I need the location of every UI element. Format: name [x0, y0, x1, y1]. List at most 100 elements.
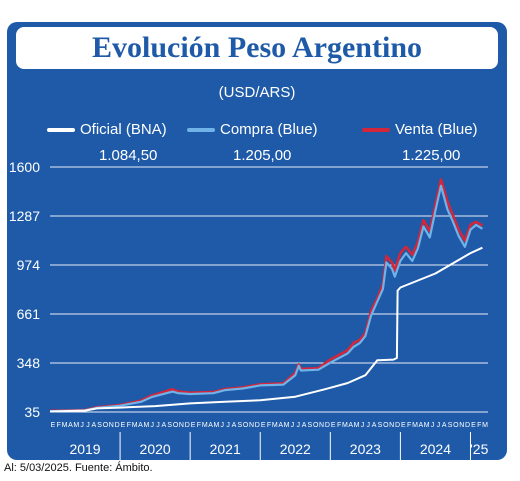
x-month-label: N [109, 422, 114, 429]
legend-value-oficial: 1.084,50 [99, 147, 158, 164]
x-month-label: E [331, 422, 336, 429]
legend-item-compra: Compra (Blue) [187, 121, 318, 138]
x-month-label: F [57, 422, 61, 429]
x-month-label: A [232, 422, 237, 429]
x-month-label: S [308, 422, 313, 429]
x-month-label: M [354, 422, 360, 429]
series-line-compra [49, 184, 483, 413]
x-month-label: F [197, 422, 201, 429]
x-month-label: D [115, 422, 120, 429]
x-month-label: J [296, 422, 300, 429]
y-tick-label: 1287 [9, 208, 40, 224]
x-month-label: M [284, 422, 290, 429]
chart-subtitle: (USD/ARS) [218, 84, 296, 101]
x-month-label: E [121, 422, 126, 429]
x-month-label: A [372, 422, 377, 429]
y-tick-label: 661 [17, 306, 41, 322]
legend-swatch-oficial [47, 128, 75, 133]
x-month-label: O [243, 422, 249, 429]
x-month-label: E [471, 422, 476, 429]
series-line-oficial [49, 246, 483, 413]
x-month-label: D [185, 422, 190, 429]
x-month-label: M [62, 422, 68, 429]
x-month-label: N [389, 422, 394, 429]
x-year-label: 2021 [210, 441, 241, 457]
x-month-label: J [291, 422, 295, 429]
x-month-label: A [138, 422, 143, 429]
x-year-label: '25 [470, 441, 488, 457]
x-month-label: A [348, 422, 353, 429]
x-month-label: N [249, 422, 254, 429]
x-month-label: M [132, 422, 138, 429]
y-tick-label: 1600 [9, 159, 40, 175]
x-month-label: S [167, 422, 172, 429]
x-month-label: D [465, 422, 470, 429]
x-month-label: M [143, 422, 149, 429]
x-month-label: S [97, 422, 102, 429]
x-month-label: N [179, 422, 184, 429]
x-year-label: 2019 [69, 441, 100, 457]
x-month-label: N [319, 422, 324, 429]
legend-label-compra: Compra (Blue) [220, 121, 318, 138]
x-month-label: E [401, 422, 406, 429]
x-month-label: J [86, 422, 90, 429]
x-month-label: S [237, 422, 242, 429]
x-month-label: J [361, 422, 365, 429]
x-month-label: A [278, 422, 283, 429]
x-month-label: J [226, 422, 230, 429]
x-month-label: M [202, 422, 208, 429]
x-month-label: A [91, 422, 96, 429]
legend-item-venta: Venta (Blue) [362, 121, 478, 138]
legend-swatch-compra [187, 128, 215, 133]
x-month-label: J [150, 422, 154, 429]
x-month-label: M [424, 422, 430, 429]
legend-label-oficial: Oficial (BNA) [80, 121, 167, 138]
x-month-label: F [127, 422, 131, 429]
x-month-label: J [367, 422, 371, 429]
x-month-label: A [442, 422, 447, 429]
y-tick-label: 348 [17, 355, 41, 371]
x-month-label: J [156, 422, 160, 429]
x-month-label: M [73, 422, 79, 429]
x-month-label: S [448, 422, 453, 429]
x-month-label: E [261, 422, 266, 429]
legend-item-oficial: Oficial (BNA) [47, 121, 167, 138]
x-year-label: 2022 [280, 441, 311, 457]
x-month-label: M [272, 422, 278, 429]
x-month-label: D [325, 422, 330, 429]
x-month-label: J [80, 422, 84, 429]
x-month-label: E [191, 422, 196, 429]
x-month-label: J [437, 422, 441, 429]
x-month-label: O [453, 422, 459, 429]
x-month-label: F [477, 422, 481, 429]
chart-title: Evolución Peso Argentino [14, 25, 500, 71]
x-month-label: N [459, 422, 464, 429]
source-caption: Al: 5/03/2025. Fuente: Ámbito. [4, 462, 153, 474]
x-month-label: O [383, 422, 389, 429]
x-month-label: F [407, 422, 411, 429]
x-month-label: A [162, 422, 167, 429]
y-tick-label: 974 [17, 257, 41, 273]
x-month-label: D [255, 422, 260, 429]
x-month-label: A [302, 422, 307, 429]
x-month-label: O [103, 422, 109, 429]
x-month-label: J [431, 422, 435, 429]
x-month-label: E [51, 422, 56, 429]
legend-value-venta: 1.225,00 [402, 147, 461, 164]
x-year-label: 2024 [420, 441, 451, 457]
x-month-label: M [342, 422, 348, 429]
x-month-label: F [337, 422, 341, 429]
x-month-label: S [378, 422, 383, 429]
x-month-label: M [412, 422, 418, 429]
legend-swatch-venta [362, 128, 390, 133]
x-month-label: O [313, 422, 319, 429]
x-month-label: A [419, 422, 424, 429]
x-month-label: O [173, 422, 179, 429]
y-tick-label: 35 [24, 404, 40, 420]
legend-value-compra: 1.205,00 [233, 147, 292, 164]
x-month-label: M [482, 422, 488, 429]
series-line-venta [49, 178, 484, 413]
x-year-label: 2023 [350, 441, 381, 457]
x-month-label: A [68, 422, 73, 429]
